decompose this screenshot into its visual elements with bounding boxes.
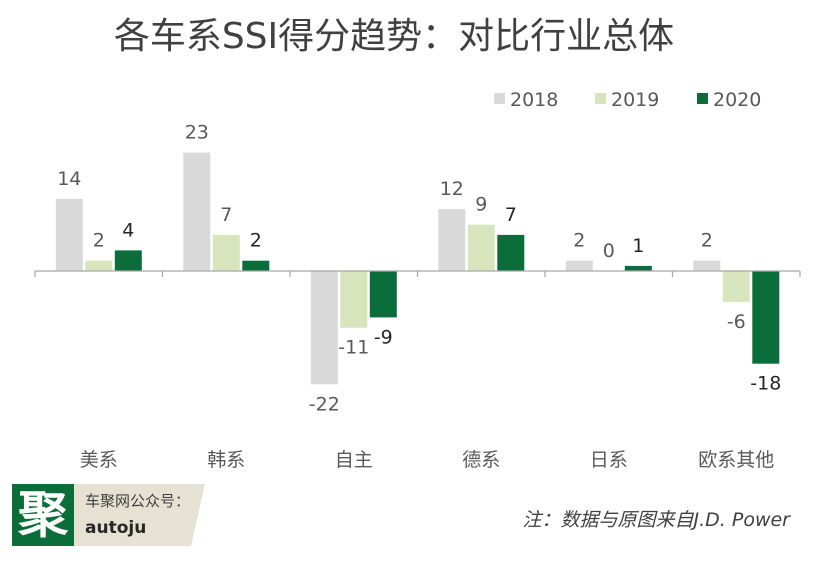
logo-char: 聚 <box>17 486 69 544</box>
category-label-4: 日系 <box>590 449 628 471</box>
category-label-2: 自主 <box>335 449 373 471</box>
data-label-2019-4: 0 <box>603 240 615 262</box>
bar-2018-4 <box>565 260 593 271</box>
bar-2019-5 <box>722 271 750 302</box>
data-label-2018-0: 14 <box>57 168 81 190</box>
logo-square <box>12 484 74 546</box>
chart-title: 各车系SSI得分趋势：对比行业总体 <box>114 16 674 57</box>
brand-line-1: 车聚网公众号： <box>85 492 190 510</box>
data-label-2020-4: 1 <box>632 235 644 257</box>
legend-swatch-2018 <box>494 93 505 104</box>
data-label-2019-2: -11 <box>338 337 369 359</box>
bar-2020-4 <box>624 265 652 272</box>
legend-label-2019: 2019 <box>611 89 659 111</box>
category-label-0: 美系 <box>80 449 118 471</box>
data-label-2018-1: 23 <box>185 122 209 144</box>
source-note: 注：数据与原图来自J.D. Power <box>523 509 792 531</box>
data-label-2019-1: 7 <box>220 204 232 226</box>
bar-2019-3 <box>467 224 495 272</box>
data-label-2020-3: 7 <box>505 204 517 226</box>
data-label-2020-2: -9 <box>374 326 393 348</box>
bar-2020-5 <box>752 271 780 364</box>
bar-2018-3 <box>438 209 466 271</box>
data-label-2018-2: -22 <box>309 393 340 415</box>
bar-2018-0 <box>55 198 83 271</box>
data-label-2019-3: 9 <box>475 194 487 216</box>
bar-2018-2 <box>310 271 338 385</box>
data-label-2020-0: 4 <box>122 219 134 241</box>
data-label-2019-5: -6 <box>727 311 746 333</box>
bar-2020-1 <box>242 260 270 271</box>
bar-2018-5 <box>693 260 721 271</box>
bar-2020-3 <box>497 234 525 271</box>
data-label-2019-0: 2 <box>93 230 105 252</box>
bar-2018-1 <box>183 152 211 272</box>
legend-label-2018: 2018 <box>510 89 558 111</box>
data-label-2018-5: 2 <box>701 230 713 252</box>
data-label-2018-3: 12 <box>440 178 464 200</box>
brand-logo: 聚 车聚网公众号： autoju <box>12 484 205 546</box>
bar-2019-0 <box>85 260 113 271</box>
brand-banner <box>74 484 205 546</box>
bar-2020-0 <box>114 250 142 271</box>
category-label-5: 欧系其他 <box>698 449 774 471</box>
bar-2019-2 <box>340 271 368 328</box>
brand-line-2: autoju <box>85 518 146 538</box>
bar-2019-1 <box>212 234 240 271</box>
legend-swatch-2019 <box>595 93 606 104</box>
category-label-1: 韩系 <box>207 449 245 471</box>
bar-2020-2 <box>369 271 397 318</box>
data-label-2020-1: 2 <box>250 230 262 252</box>
legend-swatch-2020 <box>697 93 708 104</box>
legend: 2018 2019 2020 <box>494 89 761 111</box>
category-label-3: 德系 <box>462 449 500 471</box>
legend-label-2020: 2020 <box>713 89 761 111</box>
data-label-2018-4: 2 <box>573 230 585 252</box>
data-label-2020-5: -18 <box>750 373 781 395</box>
